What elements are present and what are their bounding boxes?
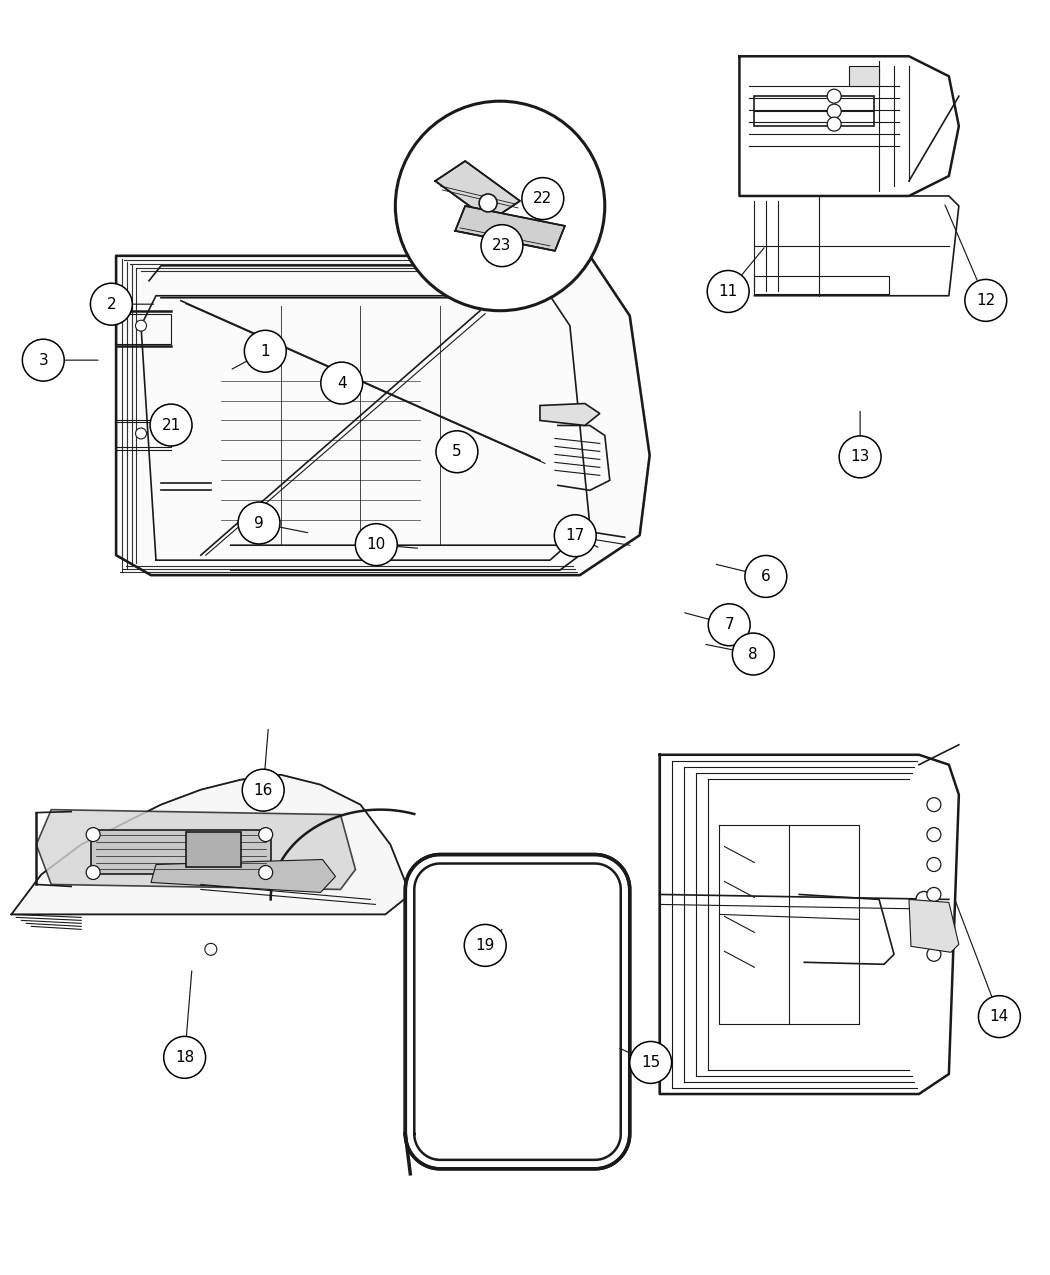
Polygon shape <box>405 854 630 1169</box>
Circle shape <box>90 283 132 325</box>
Text: 23: 23 <box>492 238 511 254</box>
Circle shape <box>827 117 841 131</box>
Text: 3: 3 <box>39 353 48 367</box>
Polygon shape <box>436 161 520 221</box>
Circle shape <box>436 431 478 473</box>
Circle shape <box>396 101 605 311</box>
Circle shape <box>150 404 192 446</box>
Text: 18: 18 <box>175 1049 194 1065</box>
Text: 19: 19 <box>476 938 495 952</box>
Text: 6: 6 <box>761 569 771 584</box>
Bar <box>91 830 271 875</box>
Polygon shape <box>37 810 356 890</box>
Circle shape <box>258 827 273 842</box>
Text: 15: 15 <box>642 1054 660 1070</box>
Circle shape <box>927 858 941 872</box>
Circle shape <box>827 89 841 103</box>
Text: 12: 12 <box>976 293 995 307</box>
Text: 8: 8 <box>749 646 758 662</box>
Text: 7: 7 <box>724 617 734 632</box>
Text: 11: 11 <box>718 284 738 298</box>
Bar <box>117 422 171 448</box>
Polygon shape <box>151 859 336 892</box>
Circle shape <box>630 1042 672 1084</box>
Polygon shape <box>540 403 600 426</box>
Polygon shape <box>456 207 565 251</box>
Circle shape <box>243 769 285 811</box>
Circle shape <box>355 524 397 566</box>
Circle shape <box>979 996 1021 1038</box>
Bar <box>186 831 240 867</box>
Text: 21: 21 <box>162 417 181 432</box>
Circle shape <box>135 320 147 332</box>
Circle shape <box>522 177 564 219</box>
Circle shape <box>839 436 881 478</box>
Circle shape <box>927 798 941 812</box>
Bar <box>117 314 171 344</box>
Circle shape <box>321 362 362 404</box>
Bar <box>754 96 874 126</box>
Circle shape <box>86 866 100 880</box>
Polygon shape <box>909 899 959 952</box>
Circle shape <box>479 194 497 212</box>
Circle shape <box>744 556 786 598</box>
Text: 22: 22 <box>533 191 552 207</box>
Circle shape <box>86 827 100 842</box>
Text: 9: 9 <box>254 515 264 530</box>
Circle shape <box>927 827 941 842</box>
Circle shape <box>205 944 216 955</box>
Circle shape <box>554 515 596 557</box>
Text: 4: 4 <box>337 376 346 390</box>
Text: 16: 16 <box>253 783 273 798</box>
Text: 14: 14 <box>990 1009 1009 1024</box>
Circle shape <box>916 891 932 908</box>
Text: 2: 2 <box>106 297 117 311</box>
Circle shape <box>965 279 1007 321</box>
Polygon shape <box>117 256 650 575</box>
Circle shape <box>245 330 287 372</box>
Circle shape <box>827 105 841 119</box>
Circle shape <box>927 947 941 961</box>
Circle shape <box>164 1037 206 1079</box>
Polygon shape <box>12 775 411 914</box>
Text: 1: 1 <box>260 344 270 358</box>
Circle shape <box>258 866 273 880</box>
Circle shape <box>709 604 750 645</box>
Circle shape <box>135 428 147 439</box>
Circle shape <box>481 224 523 266</box>
Circle shape <box>732 634 774 674</box>
Circle shape <box>927 887 941 901</box>
Text: 17: 17 <box>566 528 585 543</box>
Circle shape <box>238 502 280 544</box>
Circle shape <box>708 270 749 312</box>
Circle shape <box>464 924 506 966</box>
Text: 10: 10 <box>366 537 386 552</box>
Text: 13: 13 <box>850 449 869 464</box>
Circle shape <box>927 918 941 931</box>
Circle shape <box>22 339 64 381</box>
Text: 5: 5 <box>453 444 462 459</box>
Bar <box>849 66 879 87</box>
